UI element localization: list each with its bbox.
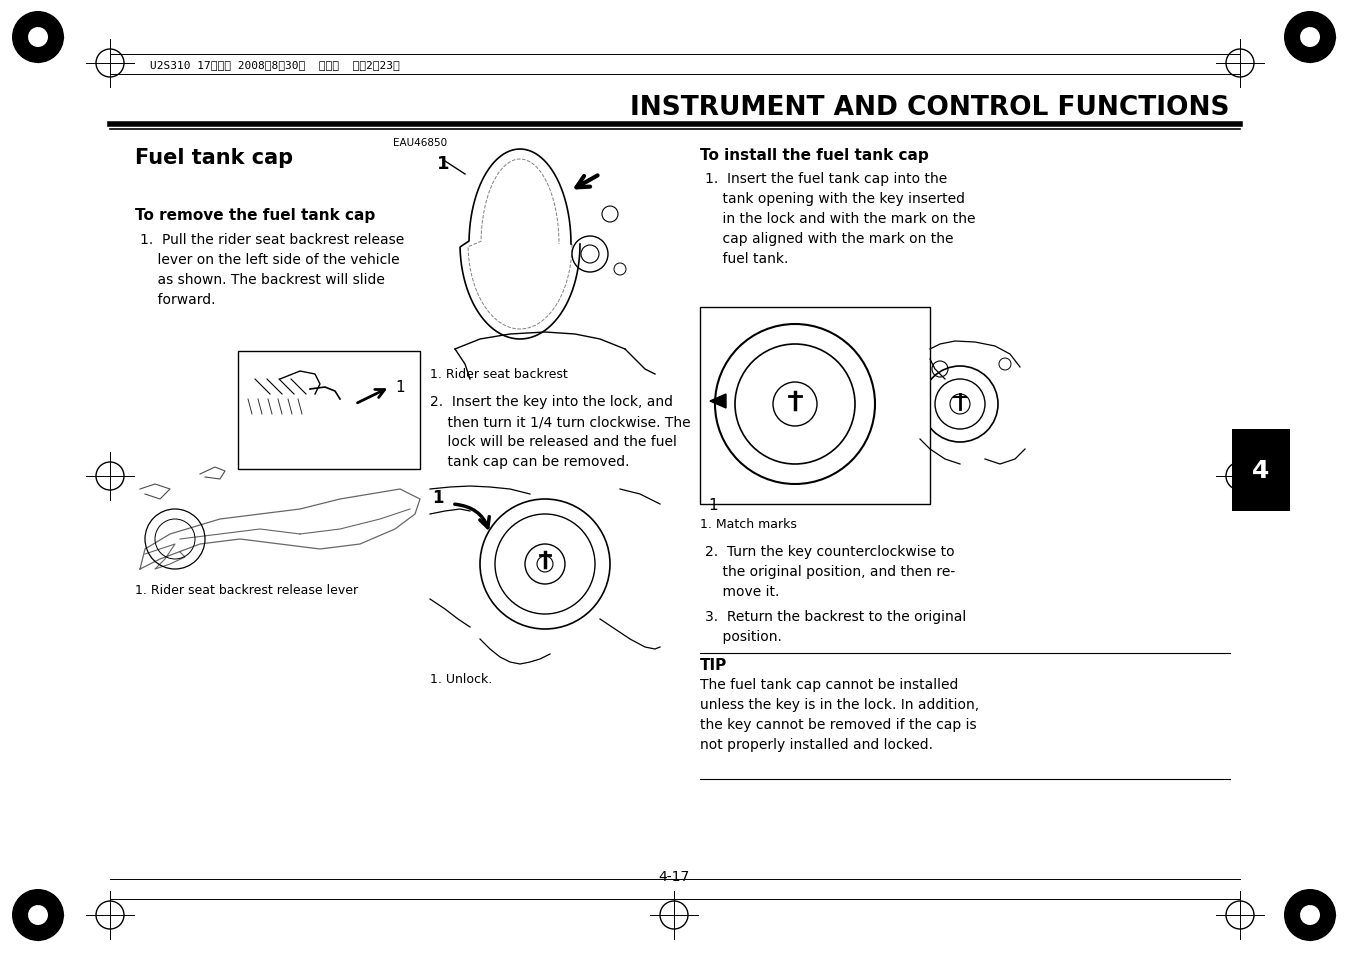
Bar	[239, 352, 421, 470]
Text: TIP: TIP	[700, 658, 728, 672]
Text: To remove the fuel tank cap: To remove the fuel tank cap	[135, 208, 375, 223]
Circle shape	[28, 28, 49, 48]
Text: 4: 4	[1252, 458, 1270, 482]
Bar	[1232, 430, 1290, 512]
Text: 2.  Insert the key into the lock, and
    then turn it 1/4 turn clockwise. The
 : 2. Insert the key into the lock, and the…	[430, 395, 690, 469]
Polygon shape	[710, 395, 727, 409]
Circle shape	[12, 889, 63, 941]
Text: The fuel tank cap cannot be installed
unless the key is in the lock. In addition: The fuel tank cap cannot be installed un…	[700, 678, 979, 751]
Text: 1.  Insert the fuel tank cap into the
    tank opening with the key inserted
   : 1. Insert the fuel tank cap into the tan…	[705, 172, 976, 266]
Text: 1. Match marks: 1. Match marks	[700, 517, 797, 531]
Text: 1: 1	[395, 380, 404, 395]
Text: 1. Rider seat backrest: 1. Rider seat backrest	[430, 368, 568, 380]
Text: U2S310 17ページ 2008年8月30日  土曜日  午後2時23分: U2S310 17ページ 2008年8月30日 土曜日 午後2時23分	[150, 60, 400, 70]
Text: 1. Rider seat backrest release lever: 1. Rider seat backrest release lever	[135, 583, 359, 597]
Text: 1. Unlock.: 1. Unlock.	[430, 672, 492, 685]
Circle shape	[12, 12, 63, 64]
Circle shape	[1299, 28, 1320, 48]
Circle shape	[1285, 12, 1336, 64]
Text: 4-17: 4-17	[658, 869, 690, 883]
Circle shape	[1285, 889, 1336, 941]
Text: 1: 1	[437, 154, 449, 172]
Text: Fuel tank cap: Fuel tank cap	[135, 148, 293, 168]
Circle shape	[1299, 905, 1320, 925]
Bar	[700, 308, 930, 504]
Text: INSTRUMENT AND CONTROL FUNCTIONS: INSTRUMENT AND CONTROL FUNCTIONS	[631, 95, 1229, 121]
Text: EAU46850: EAU46850	[392, 138, 448, 148]
Circle shape	[28, 905, 49, 925]
Text: 1: 1	[708, 497, 717, 513]
Text: 1: 1	[433, 489, 443, 506]
Text: 2.  Turn the key counterclockwise to
    the original position, and then re-
   : 2. Turn the key counterclockwise to the …	[705, 544, 956, 598]
Text: 1.  Pull the rider seat backrest release
    lever on the left side of the vehic: 1. Pull the rider seat backrest release …	[140, 233, 404, 307]
Text: To install the fuel tank cap: To install the fuel tank cap	[700, 148, 929, 163]
Text: 3.  Return the backrest to the original
    position.: 3. Return the backrest to the original p…	[705, 609, 967, 643]
